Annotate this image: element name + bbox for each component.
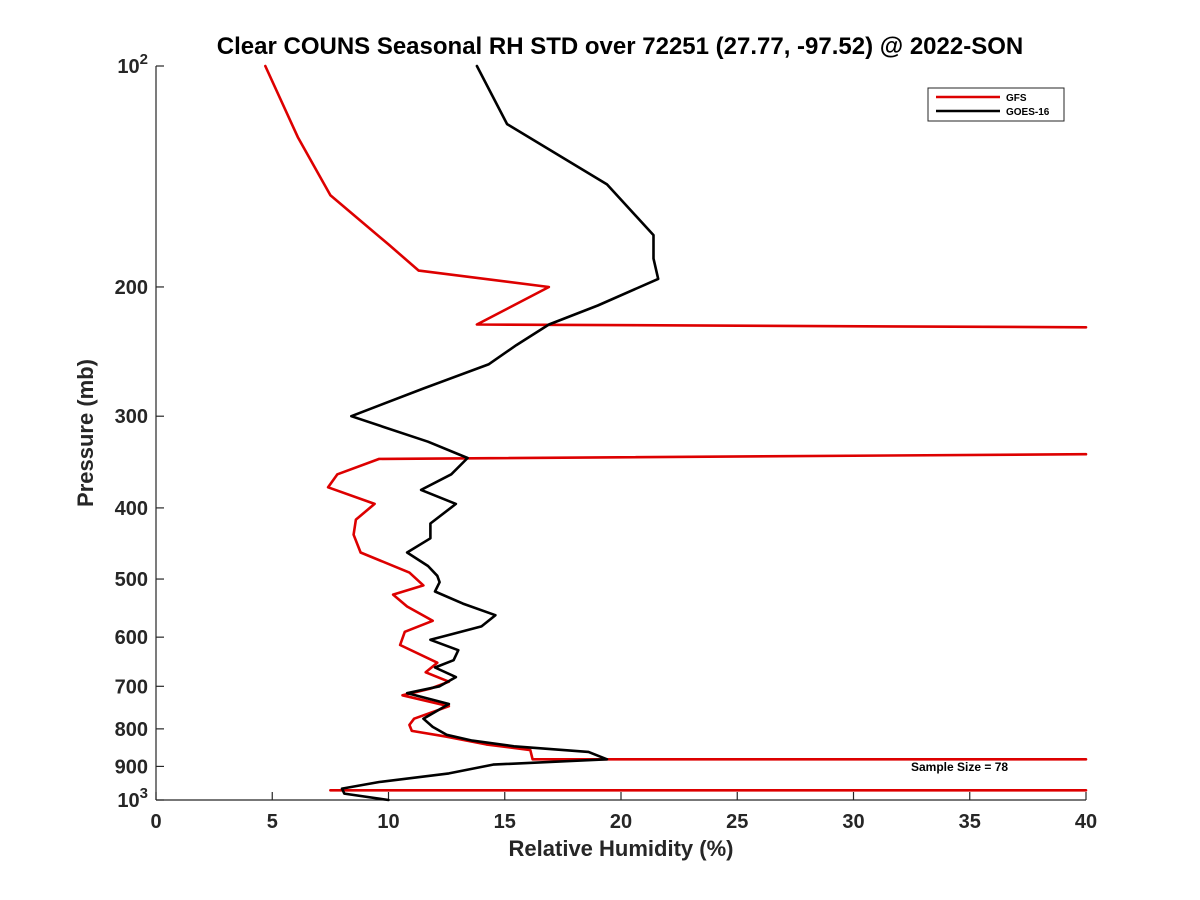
x-axis-label: Relative Humidity (%) [509, 836, 734, 861]
y-tick-label: 500 [115, 569, 148, 591]
x-tick-label: 35 [959, 811, 981, 833]
series-line-goes-16-0 [340, 64, 660, 802]
legend-label-goes16: GOES-16 [1006, 107, 1050, 118]
sample-size-annotation: Sample Size = 78 [911, 760, 1008, 774]
y-tick-label: 300 [115, 406, 148, 428]
series-line-gfs-1 [326, 452, 1088, 761]
x-tick-label: 25 [726, 811, 748, 833]
y-tick-label: 200 [115, 277, 148, 299]
x-tick-label: 5 [267, 811, 278, 833]
series-lines [263, 64, 1088, 802]
x-tick-label: 0 [150, 811, 161, 833]
series-line-gfs-0 [263, 64, 1088, 329]
axes [155, 66, 1086, 801]
legend-box [927, 87, 1065, 122]
x-tick-label: 10 [377, 811, 399, 833]
y-tick-label: 102 [117, 51, 148, 78]
legend-label-gfs: GFS [1006, 93, 1027, 104]
y-tick-label: 800 [115, 719, 148, 741]
x-tick-label: 15 [494, 811, 516, 833]
x-ticks: 0 5 10 15 20 25 30 35 40 [150, 792, 1097, 833]
y-tick-label: 700 [115, 676, 148, 698]
x-tick-label: 30 [842, 811, 864, 833]
y-tick-label: 900 [115, 756, 148, 778]
y-axis-label: Pressure (mb) [73, 359, 98, 507]
legend: GFS GOES-16 [927, 87, 1065, 122]
y-tick-label: 103 [117, 785, 148, 812]
y-tick-label: 600 [115, 627, 148, 649]
y-tick-label: 400 [115, 498, 148, 520]
x-tick-label: 40 [1075, 811, 1097, 833]
y-ticks: 102 200 300 400 500 600 700 800 900 103 [115, 51, 164, 812]
chart-title: Clear COUNS Seasonal RH STD over 72251 (… [217, 33, 1023, 60]
x-tick-label: 20 [610, 811, 632, 833]
